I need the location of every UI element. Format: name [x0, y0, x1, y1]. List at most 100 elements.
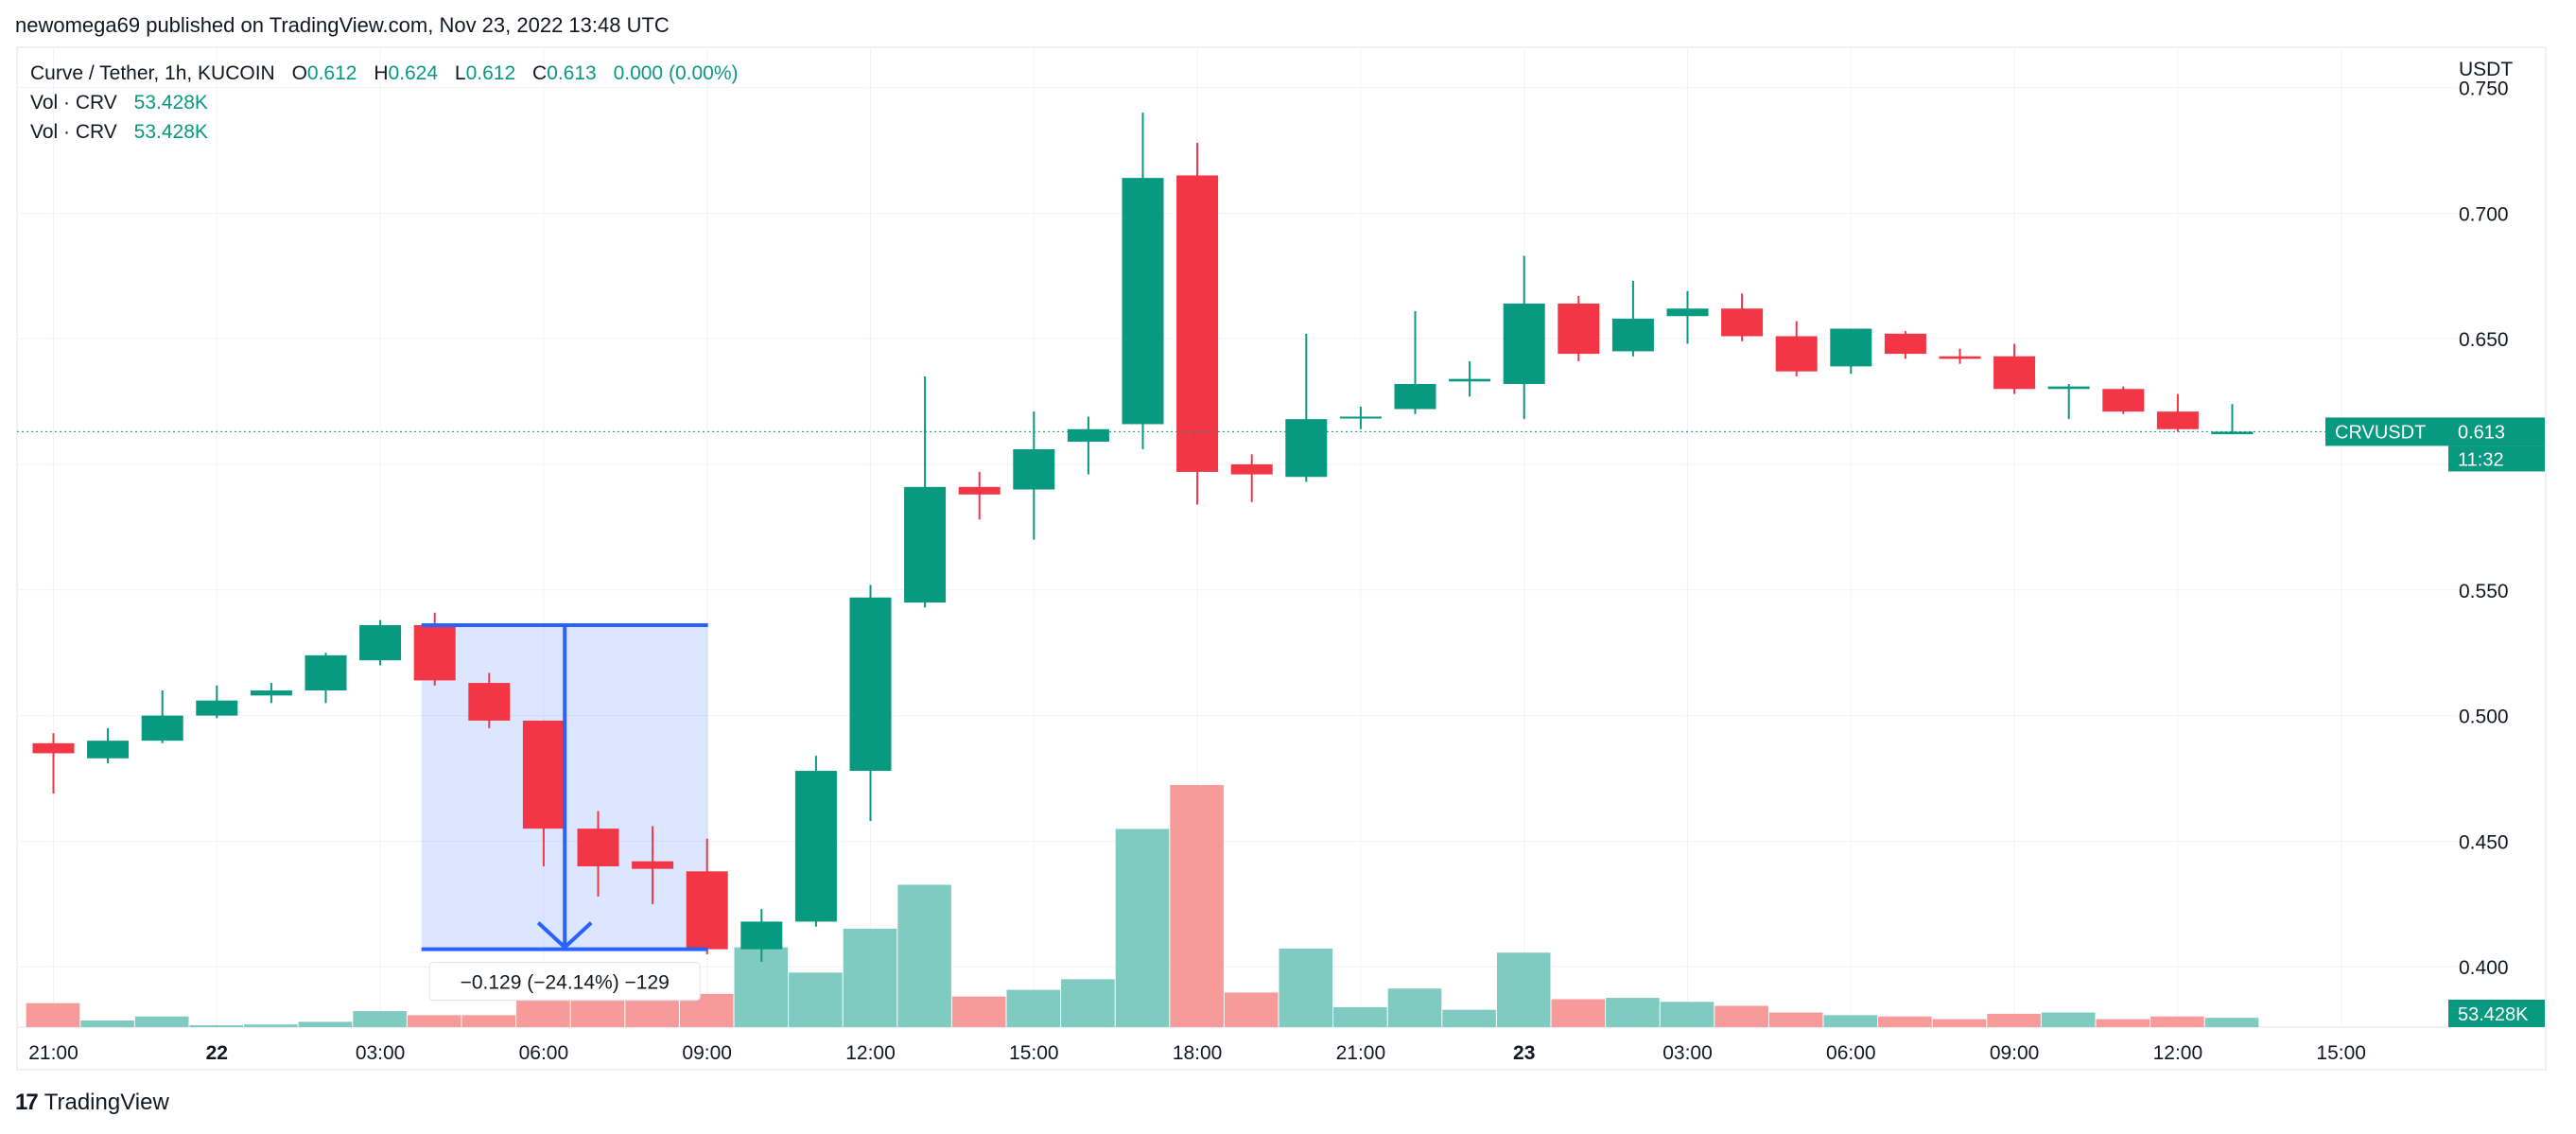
volume-bar: [789, 972, 843, 1027]
time-tick-label: 22: [206, 1042, 228, 1064]
candle-body: [1939, 356, 1981, 359]
volume-bar: [951, 996, 1006, 1027]
candle-body: [1285, 419, 1328, 478]
candlesticks: [17, 113, 2459, 962]
candle-body: [2102, 389, 2145, 412]
volume-bar: [407, 1015, 461, 1027]
high-label: H: [374, 62, 389, 84]
volume-bar: [1823, 1015, 1878, 1027]
candle-body: [413, 624, 456, 681]
close-label: C: [531, 62, 548, 84]
candle-body: [1176, 175, 1219, 472]
countdown-tag: [2448, 445, 2545, 472]
price-axis[interactable]: USDT 0.400 0.450 0.500 0.550 0.650 0.700 0.750: [2459, 59, 2513, 979]
time-tick-label: 15:00: [1009, 1042, 1059, 1064]
volume-bar: [1115, 829, 1170, 1027]
volume-bar: [1387, 988, 1442, 1027]
candle-body: [2156, 411, 2199, 429]
grid-lines: [16, 46, 2547, 1071]
candle-body: [2047, 386, 2090, 390]
volume-bar: [1660, 1002, 1714, 1027]
symbol-title: Curve / Tether, 1h, KUCOIN: [30, 62, 275, 84]
candle-body: [1721, 308, 1764, 337]
volume-bar: [1987, 1013, 2041, 1027]
change-value: 0.000 (0.00%): [613, 62, 739, 84]
time-tick-label: 09:00: [1990, 1042, 2040, 1064]
volume-bar: [298, 1021, 353, 1027]
volume-bar: [1006, 989, 1061, 1027]
time-tick-label: 21:00: [28, 1042, 78, 1064]
volume-bar: [2204, 1018, 2259, 1027]
candle-body: [849, 597, 892, 772]
volume-bar: [244, 1024, 298, 1027]
candle-body: [359, 624, 402, 661]
volume-value: 53.428K: [133, 121, 208, 143]
candle-body: [250, 690, 292, 696]
candle-body: [2211, 431, 2254, 435]
volume-value: 53.428K: [133, 92, 208, 113]
price-tag-symbol: CRVUSDT: [2335, 422, 2426, 443]
time-tick-label: 15:00: [2316, 1042, 2366, 1064]
candle-body: [305, 654, 347, 691]
volume-bar: [1496, 952, 1551, 1027]
volume-label: Vol · CRV: [30, 121, 117, 143]
time-tick-label: 18:00: [1173, 1042, 1223, 1064]
tradingview-logo[interactable]: 17 TradingView: [15, 1090, 169, 1116]
measure-label-box: [428, 962, 701, 1002]
candle-body: [1230, 463, 1273, 475]
open-label: O: [291, 62, 307, 84]
chart-legend: Curve / Tether, 1h, KUCOIN O0.612 H0.624…: [30, 59, 738, 147]
volume-tag-value: 53.428K: [2458, 1004, 2529, 1025]
measure-tool[interactable]: −0.129 (−24.14%) −129: [421, 622, 708, 1002]
candle-body: [468, 683, 511, 721]
volume-bar: [1551, 999, 1606, 1027]
volume-bar: [353, 1011, 407, 1027]
countdown-value: 11:32: [2458, 449, 2504, 470]
candle-body: [686, 871, 728, 950]
candle-body: [1013, 449, 1055, 490]
price-axis-currency: USDT: [2459, 59, 2513, 80]
volume-bar: [1932, 1019, 1987, 1027]
candle-body: [958, 486, 1001, 495]
volume-legend-row[interactable]: Vol · CRV 53.428K: [30, 117, 738, 147]
measure-arrow-head: [536, 921, 593, 951]
candle-body: [141, 715, 183, 741]
candle-body: [522, 720, 565, 829]
volume-label: Vol · CRV: [30, 92, 117, 113]
time-tick-label: 21:00: [1336, 1042, 1386, 1064]
time-tick-label: 12:00: [845, 1042, 896, 1064]
volume-bar: [1333, 1006, 1387, 1027]
volume-bar: [2150, 1016, 2204, 1027]
volume-bar: [1768, 1012, 1823, 1027]
chart-frame: [16, 46, 2547, 1071]
volume-bar: [1170, 785, 1224, 1027]
open-value: 0.612: [306, 62, 357, 84]
volume-bar: [1224, 992, 1279, 1027]
tradingview-logo-text: TradingView: [44, 1090, 169, 1115]
price-tag: [2325, 417, 2545, 446]
candle-body: [1339, 416, 1382, 419]
candle-body: [740, 921, 783, 950]
volume-bar: [134, 1016, 189, 1027]
candle-body: [196, 700, 238, 716]
candle-body: [904, 486, 947, 603]
volume-bar: [80, 1020, 134, 1027]
time-tick-label: 23: [1513, 1042, 1535, 1064]
candle-body: [632, 861, 674, 869]
candle-body: [1394, 383, 1436, 410]
volume-bar: [189, 1025, 244, 1027]
candle-body: [1884, 333, 1926, 355]
volume-bar: [897, 884, 951, 1027]
candle-body: [1993, 356, 2036, 390]
symbol-legend-row[interactable]: Curve / Tether, 1h, KUCOIN O0.612 H0.624…: [30, 59, 738, 88]
volume-bar: [2096, 1019, 2150, 1027]
volume-legend-row[interactable]: Vol · CRV 53.428K: [30, 88, 738, 117]
tradingview-logo-icon: 17: [15, 1090, 39, 1115]
volume-bar: [1279, 949, 1333, 1027]
volume-bar: [843, 928, 897, 1027]
candle-body: [32, 742, 75, 754]
time-tick-label: 12:00: [2153, 1042, 2203, 1064]
candle-body: [1830, 328, 1872, 367]
time-axis[interactable]: 21:00 22 03:00 06:00 09:00 12:00 15:00 18:00 21:…: [28, 1042, 2366, 1064]
